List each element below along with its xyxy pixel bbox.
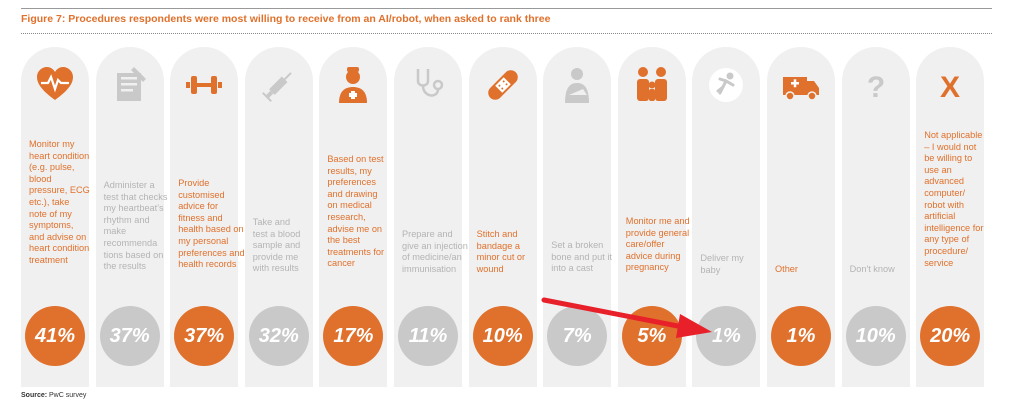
stethoscope-icon	[406, 63, 450, 107]
procedure-label: Administer a test that checks my heartbe…	[103, 180, 168, 272]
value-circle: 41%	[25, 306, 85, 366]
procedure-column: Take and test a blood sample and provide…	[244, 47, 320, 387]
procedure-label: Based on test results, my preferences an…	[327, 154, 385, 269]
value-circle: 32%	[248, 306, 309, 366]
procedure-column: Set a broken bone and put it into a cast…	[543, 47, 618, 387]
value-label: 11%	[408, 324, 448, 347]
value-label: 1%	[711, 324, 741, 347]
source-label: Source:	[21, 392, 48, 399]
procedure-label: Take and test a blood sample and provide…	[252, 217, 301, 274]
red-arrow-annotation	[541, 297, 712, 338]
procedure-label: Not applicable – I would not be willing …	[924, 130, 984, 268]
value-label: 17%	[333, 324, 374, 347]
procedure-column: Prepare and give an injection of medicin…	[394, 47, 469, 387]
test-document-icon	[108, 63, 152, 107]
chart-area: Monitor my heart condition (e.g. pulse, …	[21, 47, 1021, 387]
procedure-label: Don't know	[849, 264, 895, 274]
value-label: 1%	[786, 324, 816, 347]
source-note: Source: PwC survey	[21, 392, 86, 399]
procedure-column: Administer a test that checks my heartbe…	[95, 47, 171, 387]
value-circle: 1%	[696, 306, 757, 366]
heart-monitor-icon	[33, 63, 77, 107]
figure-title: Figure 7: Procedures respondents were mo…	[21, 13, 551, 25]
value-circle: 10%	[845, 306, 906, 366]
bandage-icon	[481, 63, 525, 107]
value-circle: 20%	[920, 306, 981, 366]
procedure-column: Stitch and bandage a minor cut or wound 1…	[468, 47, 544, 387]
procedure-label: Other	[775, 264, 798, 274]
procedure-column: Provide customised advice for fitness an…	[170, 47, 245, 387]
dumbbell-icon	[182, 63, 226, 107]
procedure-column: Deliver my baby 1%	[692, 47, 767, 387]
procedure-label: Monitor my heart condition (e.g. pulse, …	[29, 139, 90, 265]
ambulance-icon	[779, 63, 823, 107]
svg-text:X: X	[940, 71, 960, 104]
value-label: 10%	[482, 324, 523, 347]
source-value: PwC survey	[49, 392, 87, 399]
procedure-column: Other 1%	[767, 47, 842, 387]
svg-text:?: ?	[866, 71, 884, 104]
value-circle: 1%	[771, 306, 831, 366]
value-circle: 7%	[547, 306, 608, 366]
procedure-label: Prepare and give an injection of medicin…	[402, 229, 468, 274]
value-label: 5%	[637, 324, 667, 347]
value-label: 20%	[930, 324, 971, 347]
value-label: 32%	[258, 324, 299, 347]
procedure-label: Deliver my baby	[700, 253, 744, 275]
doctor-icon	[331, 63, 375, 107]
procedure-label: Set a broken bone and put it into a cast	[551, 240, 612, 274]
value-label: 37%	[184, 324, 225, 347]
procedure-label: Provide customised advice for fitness an…	[178, 178, 245, 270]
value-circle: 37%	[174, 306, 235, 366]
value-circle: 17%	[323, 306, 384, 366]
value-circle: 11%	[398, 306, 458, 366]
baby-icon	[704, 63, 748, 107]
family-icon	[630, 63, 674, 107]
syringe-icon	[257, 63, 301, 107]
value-label: 7%	[562, 324, 592, 347]
procedure-column: Monitor my heart condition (e.g. pulse, …	[21, 47, 96, 387]
procedure-label: Monitor me and provide general care/offe…	[625, 216, 690, 273]
arm-sling-icon	[555, 63, 599, 107]
value-label: 41%	[34, 324, 76, 347]
top-rule	[21, 8, 992, 9]
value-circle: 37%	[99, 306, 160, 366]
procedure-column: Based on test results, my preferences an…	[319, 47, 394, 387]
value-label: 10%	[855, 324, 896, 347]
x-mark-icon: X	[928, 63, 972, 107]
value-circle: 10%	[472, 306, 533, 366]
question-mark-icon: ?	[854, 63, 898, 107]
procedure-column: ? Don't know 10%	[841, 47, 917, 387]
procedure-column: Monitor me and provide general care/offe…	[617, 47, 693, 387]
value-label: 37%	[109, 324, 150, 347]
dotted-rule	[21, 33, 992, 34]
procedure-column: X Not applicable – I would not be willing…	[916, 47, 991, 387]
procedure-label: Stitch and bandage a minor cut or wound	[476, 229, 526, 274]
